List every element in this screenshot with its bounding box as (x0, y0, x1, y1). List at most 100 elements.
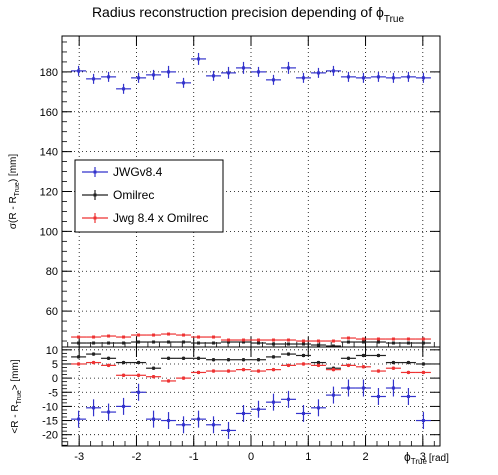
data-point (116, 360, 132, 365)
data-point (355, 353, 371, 358)
y-tick-label: 180 (40, 67, 58, 79)
data-point (400, 360, 416, 365)
data-point (101, 71, 117, 82)
chart-title-main: Radius reconstruction precision dependin… (92, 4, 384, 20)
data-point (176, 356, 192, 361)
data-point (176, 333, 192, 337)
x-axis-label: ϕTrue [rad] (404, 450, 449, 466)
data-point (176, 77, 192, 88)
data-point (265, 393, 281, 411)
data-point (370, 337, 386, 341)
data-point (206, 369, 222, 373)
data-point (221, 66, 237, 79)
y-axis-label-main: <R - R (10, 404, 21, 433)
data-point (206, 70, 222, 81)
data-point (310, 399, 326, 417)
data-point (295, 353, 311, 358)
data-point (116, 341, 132, 345)
data-point (295, 339, 311, 343)
y-axis-label-tail: ) [mm] (8, 154, 19, 183)
legend-entry: Jwg 8.4 x Omilrec (82, 211, 208, 225)
data-point (161, 356, 177, 361)
data-point (116, 83, 132, 94)
data-point (146, 340, 162, 344)
data-point (206, 416, 222, 434)
data-point (355, 365, 371, 369)
series-jwgv8-4 (71, 52, 431, 94)
data-point (310, 343, 326, 347)
data-point (340, 336, 356, 340)
data-point (295, 342, 311, 346)
series-omilrec (71, 352, 431, 370)
data-point (295, 404, 311, 422)
data-point (355, 379, 371, 397)
chart-title: Radius reconstruction precision dependin… (92, 4, 405, 25)
data-point (161, 379, 177, 383)
data-point (176, 376, 192, 380)
data-point (325, 65, 341, 76)
data-point (236, 61, 251, 74)
data-point (280, 363, 296, 368)
data-point (415, 362, 431, 366)
data-point (161, 65, 177, 78)
data-point (176, 416, 192, 434)
data-point (131, 360, 147, 365)
data-point (265, 74, 281, 85)
data-point (310, 67, 326, 78)
panel-top: 60 80 100 120 140 160 180 σ(R - RTrue) [mm] (8, 35, 441, 348)
data-point (191, 410, 207, 428)
y-tick-label: -5 (48, 387, 58, 399)
data-point (131, 340, 147, 344)
data-point (131, 333, 147, 337)
data-point (206, 341, 222, 345)
y-tick-label: 60 (46, 306, 58, 318)
data-point (355, 72, 371, 83)
data-point (280, 352, 296, 356)
data-point (280, 342, 296, 346)
data-point (265, 342, 281, 346)
y-axis-label-sub: True (16, 390, 23, 404)
data-point (71, 65, 87, 76)
data-point (355, 340, 371, 344)
data-point (251, 400, 266, 418)
data-point (340, 340, 356, 344)
data-point (206, 335, 222, 339)
y-axis-label: <R - RTrue> [mm] (10, 359, 23, 433)
data-point (265, 367, 281, 372)
y-axis-label-tail: > [mm] (10, 359, 21, 390)
legend: JWGv8.4 Omilrec Jwg 8.4 x Omilrec (74, 159, 224, 233)
data-point (101, 356, 117, 361)
data-point (176, 340, 192, 344)
chart-title-sub: True (384, 14, 405, 25)
data-point (161, 340, 177, 344)
svg-text:ϕTrue[rad]: ϕTrue [rad] (404, 450, 449, 466)
data-point (221, 338, 237, 342)
data-point (295, 362, 311, 366)
data-point (251, 358, 266, 362)
y-tick-label: -10 (42, 401, 58, 413)
legend-label: JWGv8.4 (113, 165, 163, 179)
data-point (415, 72, 431, 83)
x-tick-label: 0 (248, 451, 254, 463)
legend-label: Jwg 8.4 x Omilrec (113, 211, 208, 225)
x-tick-label: -1 (189, 451, 199, 463)
data-point (310, 339, 326, 343)
data-point (280, 61, 296, 74)
data-point (385, 337, 401, 341)
data-point (86, 73, 102, 84)
data-point (325, 339, 341, 343)
data-point (221, 369, 237, 373)
data-point (415, 412, 431, 430)
y-axis-label-sub: True (14, 182, 21, 196)
data-point (415, 337, 431, 341)
data-point (340, 71, 356, 82)
data-point (295, 72, 311, 83)
data-point (400, 341, 416, 345)
data-point (385, 341, 401, 345)
x-tick-label: 2 (362, 451, 368, 463)
data-point (415, 341, 431, 345)
legend-entry: JWGv8.4 (82, 165, 163, 179)
legend-label: Omilrec (113, 188, 154, 202)
data-point (251, 341, 266, 345)
